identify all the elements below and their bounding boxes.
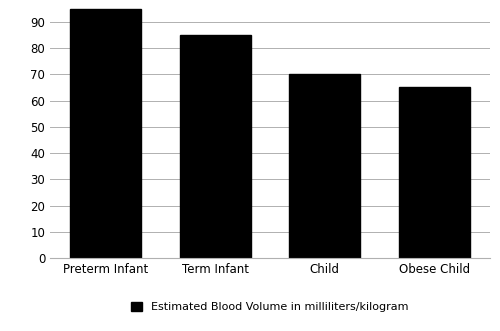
Bar [399,87,470,258]
Bar [289,74,360,258]
Legend: Estimated Blood Volume in milliliters/kilogram: Estimated Blood Volume in milliliters/ki… [131,302,409,312]
Bar [180,35,251,258]
Bar [70,9,141,258]
